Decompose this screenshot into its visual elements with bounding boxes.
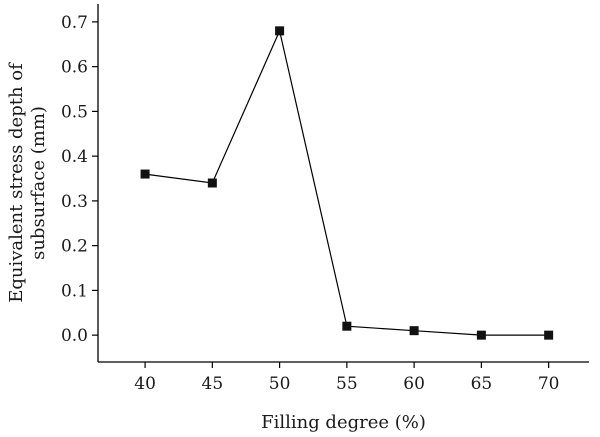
series-group	[140, 26, 554, 340]
y-tick-label: 0.7	[61, 13, 88, 33]
data-point-marker	[342, 321, 352, 331]
y-tick-label: 0.3	[61, 192, 88, 212]
data-point-marker	[544, 330, 554, 340]
y-tick-label: 0.5	[61, 102, 88, 122]
x-tick-label: 60	[403, 374, 425, 394]
x-tick-label: 70	[538, 374, 560, 394]
x-tick-label: 45	[202, 374, 224, 394]
axes	[97, 4, 589, 363]
y-tick-label: 0.4	[61, 147, 88, 167]
x-ticks: 40 45 50 55 60 65 70	[134, 362, 559, 394]
x-tick-label: 65	[471, 374, 493, 394]
y-tick-label: 0.2	[61, 237, 88, 257]
data-point-marker	[476, 330, 486, 340]
x-tick-label: 55	[336, 374, 358, 394]
y-ticks: 0.0 0.1 0.2 0.3 0.4 0.5 0.6 0.7	[61, 13, 98, 346]
data-point-marker	[140, 169, 150, 179]
data-point-marker	[409, 326, 419, 336]
data-point-marker	[207, 178, 217, 188]
series-line	[145, 29, 549, 336]
y-axis-title-line-2: subsurface (mm)	[28, 106, 49, 260]
data-point-marker	[275, 26, 285, 36]
y-tick-label: 0.6	[61, 58, 88, 78]
x-axis-title: Filling degree (%)	[261, 412, 426, 433]
x-tick-label: 50	[269, 374, 291, 394]
x-tick-label: 40	[134, 374, 156, 394]
y-tick-label: 0.0	[61, 326, 88, 346]
y-axis-title-line-1: Equivalent stress depth of	[6, 62, 27, 303]
y-axis-title: Equivalent stress depth of subsurface (m…	[6, 62, 49, 303]
y-tick-label: 0.1	[61, 281, 88, 301]
